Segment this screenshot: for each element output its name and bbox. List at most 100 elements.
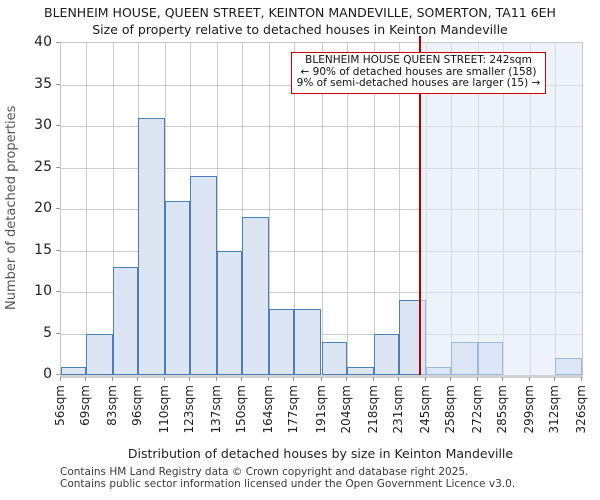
x-tick-label-text: 218sqm (365, 385, 380, 434)
y-tick-label: 30 (34, 117, 52, 133)
x-tick-mark (216, 377, 218, 381)
x-tick-label-text: 177sqm (286, 385, 301, 434)
y-tick-mark (56, 83, 60, 85)
gridline-vertical (113, 43, 115, 375)
x-tick-label-text: 326sqm (574, 385, 588, 434)
x-tick-label-text: 231sqm (390, 385, 405, 434)
x-tick-label-text: 83sqm (105, 385, 120, 426)
x-tick-label-text: 110sqm (157, 385, 172, 434)
y-tick-label: 40 (34, 34, 52, 50)
x-tick-mark (449, 377, 451, 381)
x-tick-label: 69sqm (78, 385, 92, 426)
histogram-bar (242, 217, 270, 375)
y-tick-mark (56, 291, 60, 292)
x-tick-label: 204sqm (339, 385, 353, 433)
gridline-vertical (294, 43, 296, 375)
x-tick-label: 191sqm (314, 385, 328, 433)
x-axis-label: Distribution of detached houses by size … (127, 446, 514, 461)
x-tick-label: 285sqm (495, 385, 509, 433)
x-tick-mark (60, 377, 61, 381)
x-tick-label-text: 123sqm (182, 385, 197, 434)
histogram-bar (269, 308, 295, 375)
histogram-bar (217, 250, 243, 375)
gridline-vertical (217, 43, 219, 375)
histogram-bar (113, 267, 139, 375)
gridline-vertical (373, 43, 375, 375)
x-tick-label-text: 137sqm (209, 385, 224, 434)
x-tick-label-text: 204sqm (338, 385, 353, 434)
x-tick-label-text: 191sqm (313, 385, 328, 434)
x-tick-mark (85, 377, 87, 381)
y-tick-label: 15 (34, 241, 52, 258)
x-tick-label: 110sqm (157, 385, 171, 433)
plot-area: BLENHEIM HOUSE QUEEN STREET: 242sqm ← 90… (60, 36, 583, 378)
x-tick-mark (241, 377, 243, 381)
x-tick-mark (268, 377, 270, 381)
x-tick-label: 326sqm (574, 385, 588, 433)
property-size-marker-line (418, 36, 421, 375)
x-tick-mark (320, 377, 322, 381)
x-tick-label-text: 272sqm (469, 385, 484, 434)
gridline-vertical (398, 43, 400, 375)
y-tick-label: 20 (34, 200, 52, 216)
footer-line-licence: Contains public sector information licen… (60, 477, 516, 490)
larger-than-marker-region (419, 43, 582, 375)
x-tick-label-text: 258sqm (442, 385, 457, 434)
x-tick-mark (293, 377, 295, 381)
footer-attribution: Contains HM Land Registry data © Crown c… (60, 466, 516, 490)
x-tick-label: 312sqm (547, 385, 561, 433)
gridline-vertical (242, 43, 244, 375)
x-tick-mark (501, 377, 503, 381)
annotation-line-smaller: ← 90% of detached houses are smaller (15… (300, 65, 537, 78)
x-tick-label: 150sqm (234, 385, 248, 433)
annotation-line-property: BLENHEIM HOUSE QUEEN STREET: 242sqm (305, 54, 532, 66)
y-tick-label: 10 (34, 283, 52, 299)
histogram-bar (373, 333, 399, 375)
y-tick-mark (56, 332, 60, 334)
x-tick-label: 96sqm (130, 385, 144, 426)
x-tick-label-text: 150sqm (234, 385, 249, 434)
x-tick-mark (345, 377, 347, 381)
histogram-bar (61, 366, 87, 375)
chart-subtitle: Size of property relative to detached ho… (92, 22, 508, 37)
y-tick-mark (56, 166, 60, 168)
x-tick-label-text: 299sqm (521, 385, 536, 434)
x-tick-label-text: 245sqm (417, 385, 432, 434)
y-tick-mark (56, 208, 60, 209)
x-tick-mark (189, 377, 191, 381)
x-tick-label: 231sqm (391, 385, 405, 433)
x-tick-label: 56sqm (53, 385, 67, 426)
histogram-bar (294, 308, 322, 375)
histogram-bar (165, 200, 191, 375)
x-tick-label: 177sqm (286, 385, 300, 433)
x-tick-mark (476, 377, 478, 381)
x-tick-label: 83sqm (105, 385, 119, 426)
x-tick-mark (164, 377, 166, 381)
y-tick-label: 5 (43, 324, 52, 341)
x-tick-label: 299sqm (522, 385, 536, 433)
marker-annotation-box: BLENHEIM HOUSE QUEEN STREET: 242sqm ← 90… (291, 52, 546, 94)
histogram-bar (190, 175, 218, 375)
histogram-bar (86, 333, 114, 375)
x-tick-mark (528, 377, 530, 381)
y-tick-label: 0 (43, 366, 52, 382)
x-tick-label: 164sqm (261, 385, 275, 433)
y-tick-label: 35 (34, 75, 52, 92)
annotation-line-larger: 9% of semi-detached houses are larger (1… (296, 77, 541, 89)
x-tick-label: 123sqm (182, 385, 196, 433)
y-tick-mark (56, 374, 60, 375)
x-tick-label-text: 312sqm (546, 385, 561, 434)
histogram-bar (321, 341, 347, 375)
x-tick-mark (372, 377, 374, 381)
x-tick-label: 218sqm (366, 385, 380, 433)
y-tick-mark (56, 125, 60, 126)
gridline-vertical (321, 43, 323, 375)
histogram-bar (138, 117, 166, 375)
x-tick-label-text: 285sqm (494, 385, 509, 434)
gridline-vertical (346, 43, 348, 375)
x-tick-label-text: 56sqm (53, 385, 67, 426)
chart-title: BLENHEIM HOUSE, QUEEN STREET, KEINTON MA… (44, 5, 556, 20)
y-tick-label: 25 (34, 158, 52, 175)
x-tick-mark (112, 377, 114, 381)
gridline-vertical (86, 43, 88, 375)
